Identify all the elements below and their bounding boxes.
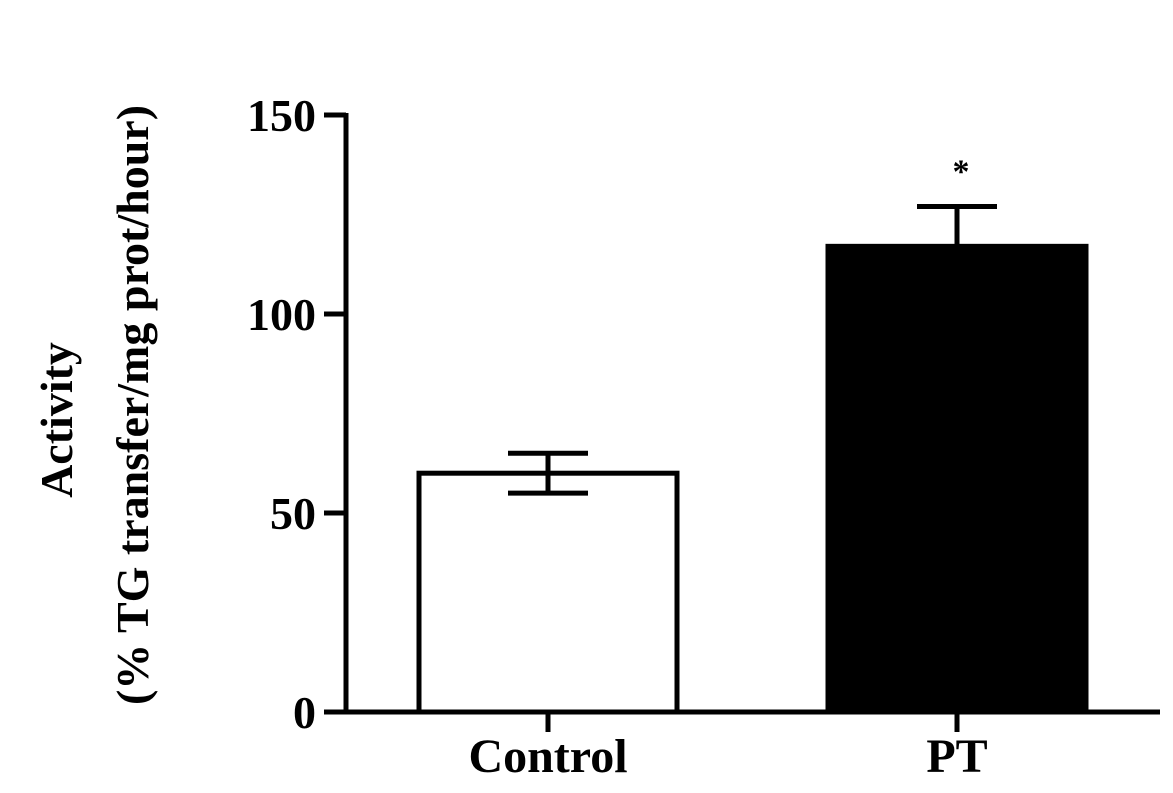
y-axis-title-line-1: Activity xyxy=(31,342,82,498)
x-tick-label-pt: PT xyxy=(926,730,987,783)
y-ticks: 0 50 100 150 xyxy=(247,90,346,738)
bar-pt xyxy=(825,243,1089,715)
x-ticks: Control PT xyxy=(468,712,988,783)
bars: * xyxy=(416,154,1089,715)
bar-control xyxy=(416,470,680,715)
y-tick-label: 0 xyxy=(293,687,316,738)
y-tick-label: 50 xyxy=(270,488,316,539)
y-axis-title: Activity (% TG transfer/mg prot/hour) xyxy=(31,105,158,705)
y-tick-label: 100 xyxy=(247,289,316,340)
y-tick-label: 150 xyxy=(247,90,316,141)
significance-marker: * xyxy=(953,154,970,191)
y-axis-title-line-2: (% TG transfer/mg prot/hour) xyxy=(107,105,158,705)
x-tick-label-control: Control xyxy=(468,730,627,783)
